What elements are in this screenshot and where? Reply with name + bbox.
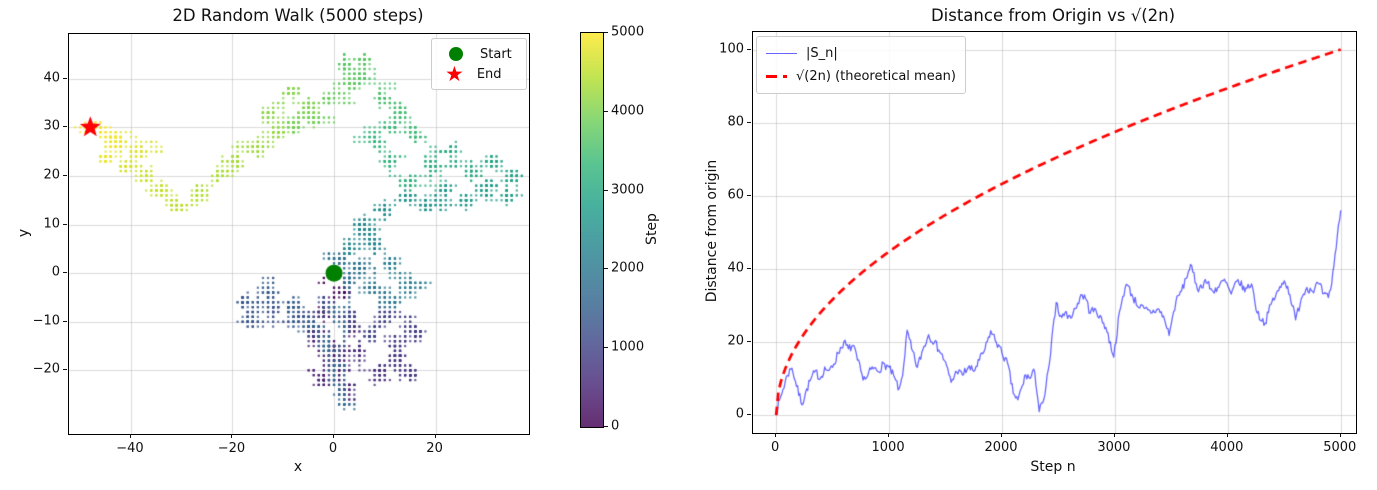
tick-mark <box>604 32 608 33</box>
tick-label: 1000 <box>611 339 645 355</box>
right-legend: |S_n| √(2n) (theoretical mean) <box>756 36 966 94</box>
tick-label: −20 <box>217 441 246 456</box>
tick-label: 0 <box>771 440 780 455</box>
legend-row-sqrt: √(2n) (theoretical mean) <box>766 69 956 84</box>
tick-label: 30 <box>43 118 60 134</box>
tick-mark <box>1339 433 1341 437</box>
tick-mark <box>747 48 751 50</box>
tick-mark <box>333 434 335 438</box>
tick-mark <box>888 433 890 437</box>
tick-label: 80 <box>727 114 744 130</box>
tick-label: −20 <box>32 361 60 377</box>
right-plot-area <box>752 31 1357 434</box>
sn-line-icon <box>766 53 797 54</box>
tick-mark <box>129 434 131 438</box>
colorbar-gradient <box>581 33 603 427</box>
tick-label: 4000 <box>1210 440 1244 455</box>
legend-row-start: Start <box>441 47 517 62</box>
tick-mark <box>775 433 777 437</box>
tick-label: 100 <box>719 41 744 57</box>
legend-end-label: End <box>476 66 502 82</box>
tick-label: −10 <box>32 313 60 329</box>
random-walk-canvas <box>69 34 529 434</box>
tick-label: 3000 <box>1097 440 1131 455</box>
legend-sqrt-label: √(2n) (theoretical mean) <box>796 69 956 84</box>
tick-mark <box>747 267 751 269</box>
tick-label: 10 <box>43 216 60 232</box>
tick-mark <box>604 189 608 191</box>
right-xlabel: Step n <box>1030 459 1076 475</box>
tick-label: 0 <box>611 418 620 434</box>
left-xlabel: x <box>293 459 303 475</box>
legend-row-sn: |S_n| <box>766 46 956 61</box>
tick-mark <box>1226 433 1228 437</box>
tick-mark <box>63 174 67 176</box>
tick-mark <box>604 347 608 349</box>
tick-mark <box>231 434 233 438</box>
end-marker-icon: ★ <box>445 62 464 86</box>
colorbar <box>580 32 604 428</box>
distance-canvas <box>753 32 1356 433</box>
tick-label: 0 <box>328 441 338 456</box>
tick-label: 20 <box>43 167 60 183</box>
left-plot-area <box>68 33 530 435</box>
tick-mark <box>747 340 751 342</box>
tick-mark <box>747 121 751 123</box>
tick-mark <box>747 194 751 196</box>
tick-mark <box>604 110 608 112</box>
tick-mark <box>63 126 67 128</box>
tick-label: 1000 <box>871 440 905 455</box>
tick-label: 40 <box>727 260 744 276</box>
tick-mark <box>1000 433 1002 437</box>
tick-mark <box>63 272 67 274</box>
right-chart-title: Distance from Origin vs √(2n) <box>930 6 1176 25</box>
tick-mark <box>604 426 608 427</box>
tick-label: 0 <box>735 406 744 422</box>
tick-label: 3000 <box>611 182 645 198</box>
tick-mark <box>1113 433 1115 437</box>
tick-label: 5000 <box>611 24 645 40</box>
colorbar-label: Step <box>644 213 660 245</box>
left-ylabel: y <box>16 228 32 238</box>
tick-mark <box>63 369 67 371</box>
tick-label: 40 <box>43 70 60 86</box>
right-ylabel: Distance from origin <box>704 159 720 303</box>
tick-mark <box>604 268 608 270</box>
tick-label: 2000 <box>611 260 645 276</box>
tick-mark <box>434 434 436 438</box>
tick-mark <box>63 223 67 225</box>
tick-mark <box>747 414 751 416</box>
tick-label: 2000 <box>984 440 1018 455</box>
start-marker-icon <box>449 47 463 61</box>
tick-label: 0 <box>51 264 60 280</box>
legend-row-end: ★ End <box>441 62 517 86</box>
tick-mark <box>63 77 67 79</box>
left-chart-title: 2D Random Walk (5000 steps) <box>172 6 424 25</box>
tick-label: 20 <box>426 441 443 456</box>
tick-label: 5000 <box>1323 440 1357 455</box>
tick-label: −40 <box>116 441 144 456</box>
left-legend: Start ★ End <box>431 38 527 90</box>
legend-sn-label: |S_n| <box>806 46 838 61</box>
sqrt-line-icon <box>766 75 787 78</box>
legend-start-label: Start <box>480 46 512 62</box>
tick-mark <box>63 320 67 322</box>
tick-label: 20 <box>727 333 744 349</box>
tick-label: 60 <box>727 187 744 203</box>
tick-label: 4000 <box>611 103 645 119</box>
